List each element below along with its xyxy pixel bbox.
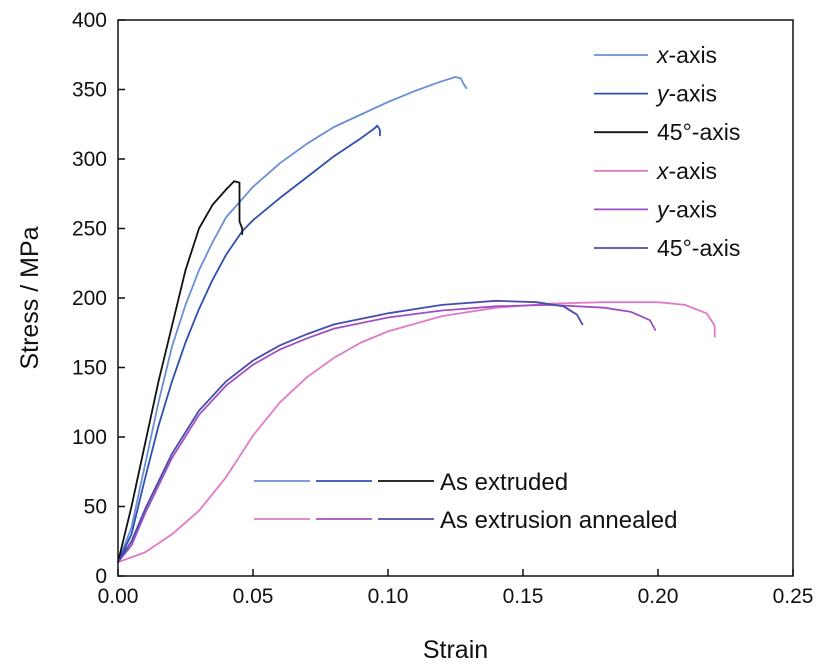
series-line-2 — [117, 180, 244, 563]
y-tick-label: 100 — [72, 426, 107, 449]
legend-label-3: x-axis — [656, 158, 717, 184]
y-tick-label: 350 — [72, 79, 107, 102]
legend-label-5: 45°-axis — [657, 235, 740, 261]
x-axis: 0.00 0.05 0.10 0.15 0.20 0.25 — [98, 569, 814, 608]
legend-label-0: x-axis — [656, 42, 717, 68]
y-axis: 0 50 100 150 200 250 300 350 400 — [72, 9, 125, 588]
legend-label-1: y-axis — [655, 81, 717, 107]
legend-label-2: 45°-axis — [657, 119, 740, 145]
legend-label-4: y-axis — [655, 196, 717, 222]
group-label-0: As extruded — [440, 469, 568, 496]
y-tick-label: 150 — [72, 357, 107, 380]
legend-label-italic: x — [656, 158, 670, 184]
x-tick-label: 0.25 — [773, 585, 814, 608]
y-axis-title: Stress / MPa — [16, 226, 44, 369]
series-line-5 — [117, 299, 584, 563]
group-label-1: As extrusion annealed — [440, 507, 678, 534]
legend-label-text: -axis — [669, 196, 718, 222]
y-tick-label: 200 — [72, 287, 107, 310]
series-line-3 — [117, 301, 716, 563]
y-tick-label: 250 — [72, 218, 107, 241]
y-tick-label: 300 — [72, 148, 107, 171]
y-tick-label: 0 — [95, 565, 107, 588]
legend-label-text: 45°-axis — [657, 119, 740, 145]
x-tick-label: 0.20 — [638, 585, 679, 608]
x-tick-label: 0.05 — [233, 585, 274, 608]
series-line-0 — [117, 76, 468, 563]
legend-label-text: -axis — [669, 42, 718, 68]
legend-label-italic: y — [655, 196, 670, 222]
series-line-4 — [117, 304, 657, 563]
legend-label-text: -axis — [669, 81, 718, 107]
y-tick-label: 400 — [72, 9, 107, 32]
x-tick-label: 0.10 — [368, 585, 409, 608]
x-tick-label: 0.00 — [98, 585, 139, 608]
x-axis-title: Strain — [423, 636, 488, 664]
legend-label-text: -axis — [669, 158, 718, 184]
series-lines — [117, 76, 716, 563]
y-tick-label: 50 — [84, 496, 107, 519]
legend-label-italic: x — [656, 42, 670, 68]
legend-label-text: 45°-axis — [657, 235, 740, 261]
group-legend: As extruded As extrusion annealed — [254, 469, 678, 534]
x-tick-label: 0.15 — [503, 585, 544, 608]
legend-label-italic: y — [655, 81, 670, 107]
